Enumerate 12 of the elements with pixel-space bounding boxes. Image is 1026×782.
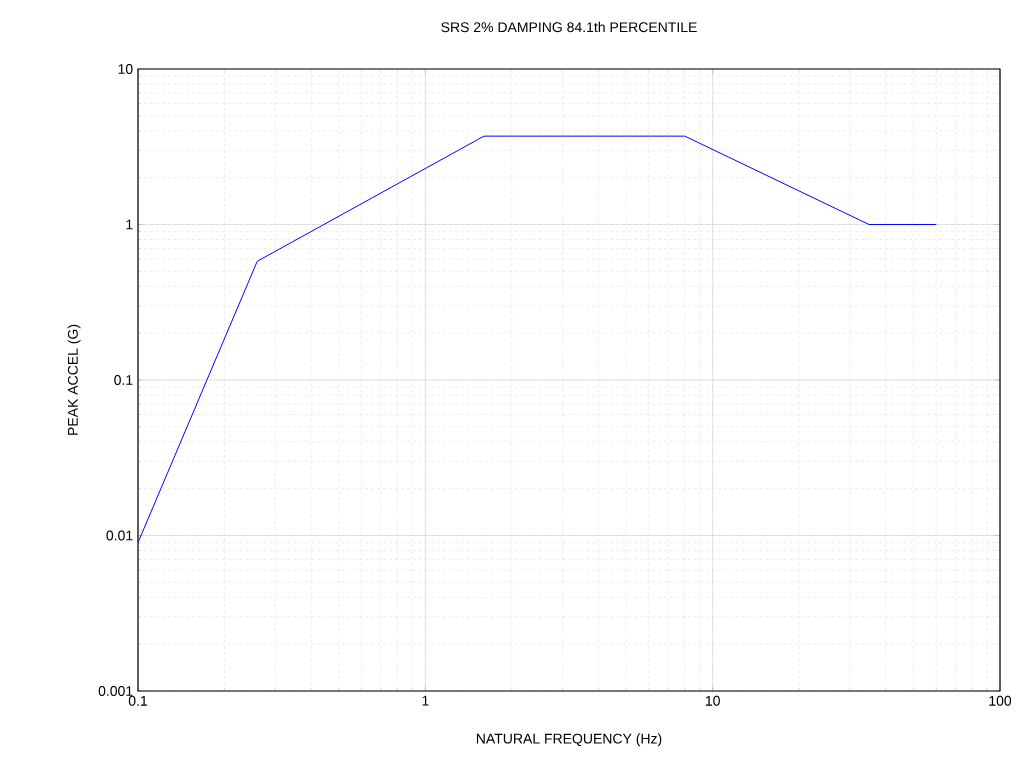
x-tick-label: 1 (422, 695, 429, 706)
y-tick-label: 0.01 (106, 530, 133, 541)
x-tick-label: 0.1 (128, 695, 148, 706)
x-tick-label: 10 (705, 695, 720, 706)
x-axis-title: NATURAL FREQUENCY (Hz) (476, 733, 662, 747)
chart-title: SRS 2% DAMPING 84.1th PERCENTILE (441, 21, 697, 33)
y-tick-label: 0.001 (98, 686, 133, 696)
y-tick-label: 1 (126, 219, 133, 230)
y-axis-title: PEAK ACCEL (G) (67, 324, 81, 435)
y-tick-label: 10 (118, 64, 133, 74)
y-tick-label: 0.1 (114, 375, 133, 385)
x-tick-label: 100 (989, 695, 1012, 706)
